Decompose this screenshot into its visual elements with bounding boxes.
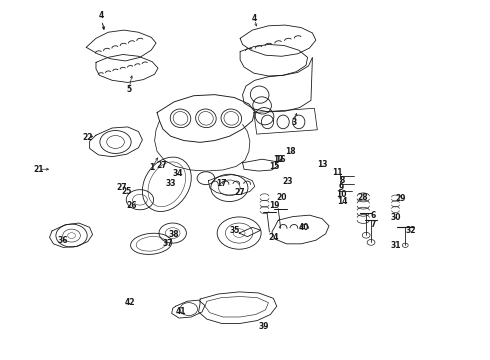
Text: 27: 27 [157,161,167,170]
Text: 11: 11 [333,168,343,177]
Text: 22: 22 [82,133,93,142]
Text: 24: 24 [268,233,279,242]
Text: 21: 21 [33,165,44,174]
Text: 18: 18 [285,147,296,156]
Text: 16: 16 [275,155,286,164]
Text: 41: 41 [175,307,186,316]
Text: 30: 30 [390,213,401,222]
Text: 31: 31 [390,241,401,250]
Text: 29: 29 [395,194,406,203]
Text: 40: 40 [298,223,309,232]
Text: 23: 23 [283,177,293,186]
Text: 8: 8 [339,176,344,185]
Text: 9: 9 [339,183,344,192]
Text: 34: 34 [172,169,183,178]
Text: 32: 32 [406,226,416,235]
Text: 36: 36 [58,237,69,246]
Text: 25: 25 [122,187,132,196]
Text: 27: 27 [117,183,127,192]
Text: 38: 38 [169,230,179,239]
Text: 39: 39 [258,322,269,331]
Text: 28: 28 [357,193,368,202]
Text: 4: 4 [98,10,103,19]
Text: 26: 26 [126,201,137,210]
Text: 17: 17 [216,179,227,188]
Text: 6: 6 [370,211,376,220]
Text: 7: 7 [370,220,376,229]
Text: 5: 5 [126,85,131,94]
Text: 1: 1 [149,163,155,172]
Text: 14: 14 [338,197,348,206]
Text: 15: 15 [269,162,279,171]
Text: 33: 33 [166,179,176,188]
Text: 27: 27 [235,188,245,197]
Text: 12: 12 [273,155,284,164]
Text: 42: 42 [125,298,135,307]
Text: 3: 3 [291,118,296,127]
Text: 10: 10 [337,190,347,199]
Text: 35: 35 [229,226,240,235]
Text: 20: 20 [276,193,287,202]
Text: 4: 4 [252,14,257,23]
Text: 13: 13 [317,161,327,170]
Text: 19: 19 [269,201,280,210]
Text: 37: 37 [163,239,173,248]
